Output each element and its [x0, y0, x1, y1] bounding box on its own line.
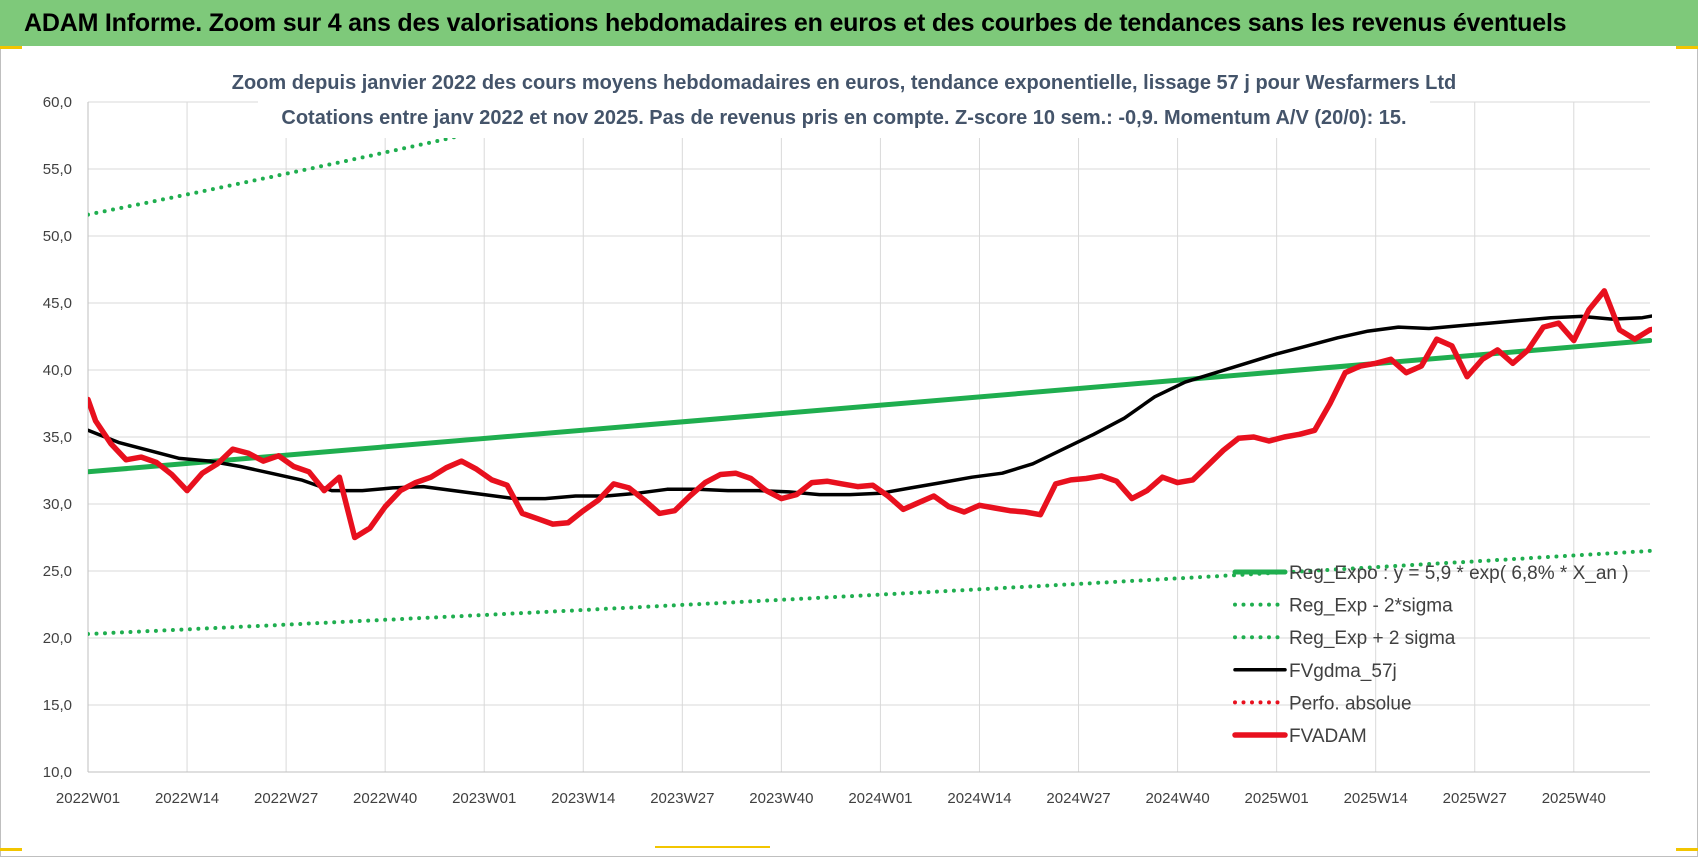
y-tick-label: 15,0: [43, 697, 72, 714]
x-tick-label: 2024W40: [1145, 790, 1209, 807]
x-tick-label: 2023W01: [452, 790, 516, 807]
y-tick-label: 35,0: [43, 429, 72, 446]
y-tick-label: 60,0: [43, 94, 72, 111]
chart-title: Zoom depuis janvier 2022 des cours moyen…: [232, 72, 1456, 94]
x-tick-label: 2024W27: [1046, 790, 1110, 807]
series-line: [88, 288, 1652, 541]
series-line: [88, 314, 1652, 501]
legend-label: FVADAM: [1289, 726, 1367, 747]
x-tick-label: 2025W40: [1542, 790, 1606, 807]
y-tick-label: 10,0: [43, 764, 72, 781]
x-tick-label: 2025W27: [1443, 790, 1507, 807]
x-axis-ticks: 2022W01 2022W14 2022W27 2022W40 2023W01 2023W…: [56, 790, 1606, 807]
x-tick-label: 2025W01: [1245, 790, 1309, 807]
corner-marker: [655, 846, 770, 848]
subtitle-backdrop: [258, 66, 1430, 138]
y-tick-label: 40,0: [43, 362, 72, 379]
y-axis-ticks: 10,0 15,0 20,0 25,0 30,0 35,0 40,0 45,0 50,0 55,0…: [43, 94, 72, 781]
x-tick-label: 2025W14: [1344, 790, 1408, 807]
banner-title: ADAM Informe. Zoom sur 4 ans des valoris…: [24, 9, 1567, 37]
x-tick-label: 2022W01: [56, 790, 120, 807]
y-tick-label: 20,0: [43, 630, 72, 647]
x-tick-label: 2023W40: [749, 790, 813, 807]
title-banner: ADAM Informe. Zoom sur 4 ans des valoris…: [0, 0, 1698, 46]
series-line: [88, 338, 1652, 475]
y-tick-label: 25,0: [43, 563, 72, 580]
series-line: [88, 548, 1652, 636]
corner-marker: [1676, 46, 1698, 49]
y-tick-label: 50,0: [43, 228, 72, 245]
legend: Reg_Expo : y = 5,9 * exp( 6,8% * X_an ) R…: [1232, 563, 1629, 747]
corner-marker: [0, 46, 22, 49]
x-tick-label: 2022W14: [155, 790, 219, 807]
x-tick-label: 2023W27: [650, 790, 714, 807]
corner-marker: [0, 848, 22, 851]
legend-label: Reg_Exp + 2 sigma: [1289, 628, 1456, 649]
x-tick-label: 2024W14: [947, 790, 1011, 807]
legend-label: Reg_Exp - 2*sigma: [1289, 596, 1453, 617]
x-tick-label: 2024W01: [848, 790, 912, 807]
x-tick-label: 2023W14: [551, 790, 615, 807]
corner-marker: [1676, 848, 1698, 851]
x-tick-label: 2022W27: [254, 790, 318, 807]
y-tick-label: 45,0: [43, 295, 72, 312]
y-tick-label: 30,0: [43, 496, 72, 513]
series-group: [88, 100, 1652, 636]
legend-label: Reg_Expo : y = 5,9 * exp( 6,8% * X_an ): [1289, 563, 1629, 584]
grid-lines: [87, 101, 1650, 773]
x-tick-label: 2022W40: [353, 790, 417, 807]
y-tick-label: 55,0: [43, 161, 72, 178]
chart-subtitle: Cotations entre janv 2022 et nov 2025. P…: [281, 107, 1406, 129]
legend-label: FVgdma_57j: [1289, 661, 1397, 682]
legend-label: Perfo. absolue: [1289, 693, 1412, 714]
